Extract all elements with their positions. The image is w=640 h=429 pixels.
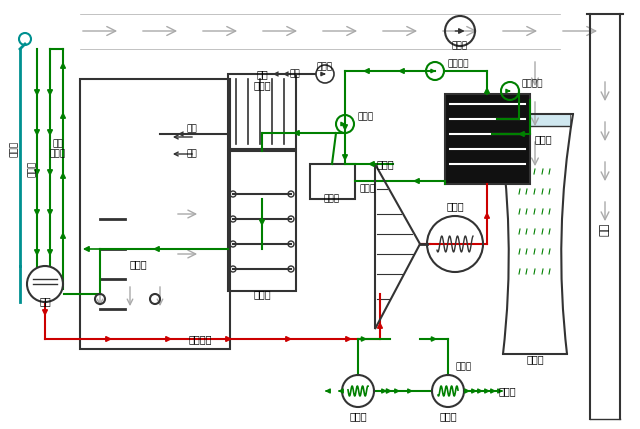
Text: 汽包: 汽包 bbox=[39, 296, 51, 306]
Text: 烟囱: 烟囱 bbox=[600, 222, 610, 236]
Text: 风冷器: 风冷器 bbox=[439, 411, 457, 421]
Text: 汽轮机: 汽轮机 bbox=[376, 159, 394, 169]
Text: 凝结水泵: 凝结水泵 bbox=[447, 59, 468, 68]
Text: 循环水: 循环水 bbox=[455, 363, 471, 372]
Text: 循环水泵: 循环水泵 bbox=[522, 79, 543, 88]
Text: 冷油器: 冷油器 bbox=[349, 411, 367, 421]
Text: 粉煤: 粉煤 bbox=[187, 124, 197, 133]
Bar bbox=[228, 74, 296, 149]
Text: 热风: 热风 bbox=[187, 149, 197, 158]
Text: 除氧器: 除氧器 bbox=[324, 194, 340, 203]
Text: 补充水: 补充水 bbox=[360, 184, 376, 193]
Text: 水冷壁: 水冷壁 bbox=[28, 161, 37, 177]
Bar bbox=[80, 79, 230, 349]
Text: 省煤器: 省煤器 bbox=[253, 289, 271, 299]
Text: 冷风: 冷风 bbox=[290, 69, 300, 79]
Text: 下降管: 下降管 bbox=[10, 141, 19, 157]
Text: 凝汽器: 凝汽器 bbox=[535, 134, 552, 144]
Text: 过热器: 过热器 bbox=[130, 259, 148, 269]
Text: 过热蒸汽: 过热蒸汽 bbox=[188, 334, 212, 344]
Text: 冷却塔: 冷却塔 bbox=[526, 354, 544, 364]
Text: 粉煤
燃烧器: 粉煤 燃烧器 bbox=[50, 139, 66, 159]
Bar bbox=[228, 151, 296, 291]
Bar bbox=[500, 114, 570, 126]
Text: 吹风机: 吹风机 bbox=[317, 62, 333, 71]
Text: 发电机: 发电机 bbox=[446, 201, 464, 211]
Bar bbox=[310, 164, 355, 199]
Text: 给水泵: 给水泵 bbox=[357, 112, 373, 121]
Text: 引风机: 引风机 bbox=[452, 41, 468, 50]
Text: 空气
预热器: 空气 预热器 bbox=[253, 69, 271, 91]
Bar bbox=[445, 94, 530, 184]
Text: 循环水: 循环水 bbox=[499, 386, 516, 396]
